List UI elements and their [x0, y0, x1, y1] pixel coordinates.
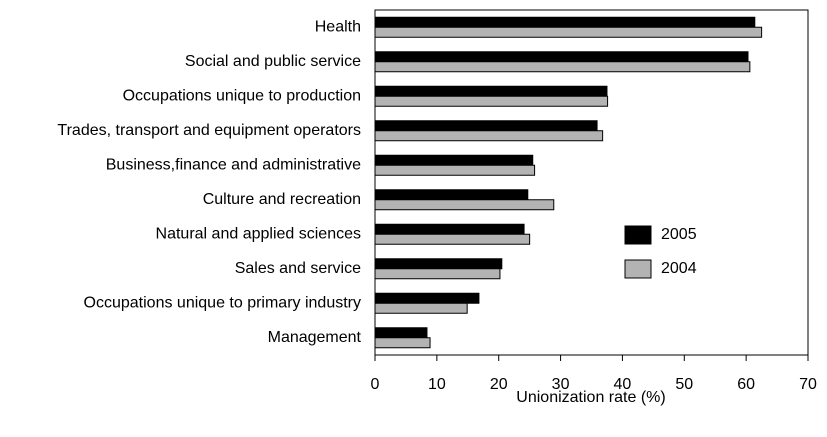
- plot-frame: [374, 9, 809, 356]
- x-tick-label: 20: [490, 376, 508, 393]
- y-tick-label: Health: [315, 18, 361, 35]
- bar: [374, 189, 529, 201]
- bar: [374, 292, 480, 304]
- legend-label: 2005: [661, 226, 697, 243]
- bar: [374, 130, 604, 142]
- bar: [374, 154, 534, 166]
- bar: [374, 337, 431, 349]
- bar: [374, 16, 756, 28]
- legend-label: 2004: [661, 260, 697, 277]
- y-tick-label: Culture and recreation: [203, 191, 361, 208]
- bar: [374, 258, 503, 270]
- y-tick-label: Management: [268, 329, 362, 346]
- x-tick-label: 10: [428, 376, 446, 393]
- legend-swatch: [624, 225, 652, 245]
- legend-swatch: [624, 259, 652, 279]
- x-tick-label: 60: [737, 376, 755, 393]
- y-tick-label: Occupations unique to primary industry: [84, 294, 361, 311]
- y-tick-label: Social and public service: [185, 53, 361, 70]
- bar: [374, 268, 501, 280]
- bar: [374, 26, 763, 38]
- bar: [374, 233, 531, 245]
- bar: [374, 327, 428, 339]
- bar: [374, 85, 608, 97]
- bar: [374, 199, 555, 211]
- y-tick-label: Natural and applied sciences: [156, 225, 361, 242]
- x-tick-label: 0: [371, 376, 380, 393]
- bar: [374, 51, 749, 63]
- x-tick-label: 30: [552, 376, 570, 393]
- x-axis-label: Unionization rate (%): [516, 389, 665, 406]
- bar: [374, 164, 536, 176]
- bar: [374, 61, 751, 73]
- y-tick-label: Occupations unique to production: [123, 87, 361, 104]
- bar: [374, 302, 468, 314]
- bar: [374, 223, 525, 235]
- x-tick-label: 70: [799, 376, 817, 393]
- y-tick-label: Business,finance and administrative: [106, 156, 361, 173]
- y-tick-label: Trades, transport and equipment operator…: [57, 122, 361, 139]
- bar: [374, 120, 598, 132]
- x-tick-label: 40: [614, 376, 632, 393]
- x-tick-label: 50: [675, 376, 693, 393]
- bar: [374, 95, 609, 107]
- y-tick-label: Sales and service: [235, 260, 361, 277]
